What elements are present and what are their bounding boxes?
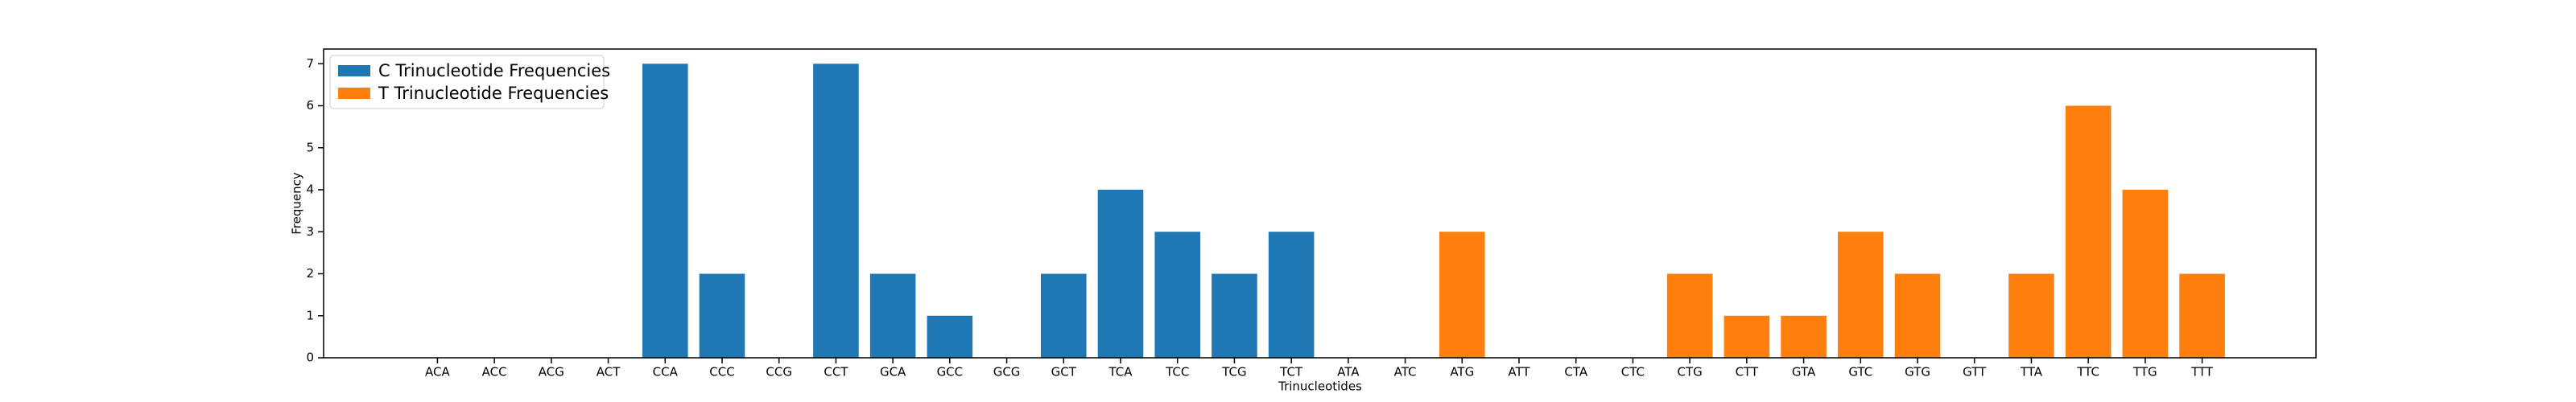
y-axis-label: Frequency <box>290 172 304 235</box>
bar <box>1212 273 1257 358</box>
y-tick-label: 5 <box>306 140 314 154</box>
bar <box>927 315 973 358</box>
x-tick-label: ATT <box>1508 365 1530 379</box>
bar <box>1838 232 1884 358</box>
legend-box <box>329 55 605 109</box>
x-tick-label: ATG <box>1450 365 1474 379</box>
x-tick-label: ACT <box>597 365 621 379</box>
legend: C Trinucleotide Frequencies T Trinucleoti… <box>329 55 610 109</box>
y-tick-label: 1 <box>306 308 314 322</box>
x-tick-label: GTA <box>1792 365 1816 379</box>
x-tick-label: CCC <box>709 365 734 379</box>
x-tick-label: ACC <box>482 365 507 379</box>
x-tick-label: GCC <box>937 365 964 379</box>
x-tick-label: TCA <box>1108 365 1133 379</box>
x-tick-label: GTC <box>1848 365 1872 379</box>
bar <box>699 273 745 358</box>
legend-swatch <box>338 88 370 99</box>
x-tick-label: CTC <box>1621 365 1645 379</box>
legend-label: C Trinucleotide Frequencies <box>378 61 610 80</box>
bar <box>1268 232 1315 358</box>
bar <box>1154 232 1200 358</box>
x-tick-label: GCG <box>993 365 1021 379</box>
x-axis-label: Trinucleotides <box>1278 379 1362 394</box>
bar <box>642 64 688 359</box>
x-tick-label: TTG <box>2132 365 2157 379</box>
x-tick-label: ATA <box>1337 365 1360 379</box>
x-tick-label: CCA <box>653 365 679 379</box>
x-tick-label: TTA <box>2020 365 2043 379</box>
bar <box>1894 273 1941 358</box>
x-tick-label: CTT <box>1736 365 1759 379</box>
x-tick-label: TCT <box>1279 365 1303 379</box>
y-tick-label: 6 <box>306 98 314 113</box>
x-tick-label: ACG <box>539 365 564 379</box>
bar <box>1781 315 1827 358</box>
bar <box>2065 105 2112 358</box>
bar <box>1097 190 1144 358</box>
y-tick-label: 7 <box>306 56 314 71</box>
x-tick-label: GTT <box>1963 365 1987 379</box>
bar <box>2179 273 2225 358</box>
x-tick-label: CCT <box>824 365 848 379</box>
bar <box>1724 315 1770 358</box>
bar <box>869 273 916 358</box>
y-tick-label: 2 <box>306 266 314 281</box>
bar <box>2008 273 2054 358</box>
x-tick-label: TCG <box>1221 365 1246 379</box>
x-tick-label: GCT <box>1051 365 1077 379</box>
x-tick-label: GCA <box>880 365 906 379</box>
x-tick-label: ATC <box>1394 365 1417 379</box>
y-tick-label: 3 <box>306 224 314 239</box>
bar <box>1041 273 1087 358</box>
x-tick-label: TTC <box>2076 365 2099 379</box>
x-tick-label: ACA <box>425 365 450 379</box>
y-tick-label: 4 <box>306 183 314 197</box>
plot-frame <box>323 48 2317 359</box>
bar <box>1439 232 1485 358</box>
bar <box>2122 190 2169 358</box>
x-tick-label: GTG <box>1905 365 1930 379</box>
x-tick-label: TCC <box>1165 365 1189 379</box>
bar <box>813 64 859 359</box>
legend-label: T Trinucleotide Frequencies <box>378 84 609 103</box>
x-tick-label: CTG <box>1678 365 1703 379</box>
x-tick-label: CCG <box>766 365 792 379</box>
x-tick-label: TTT <box>2190 365 2214 379</box>
legend-swatch <box>338 65 370 76</box>
bar <box>1666 273 1713 358</box>
y-tick-label: 0 <box>306 351 314 365</box>
x-tick-label: CTA <box>1564 365 1587 379</box>
